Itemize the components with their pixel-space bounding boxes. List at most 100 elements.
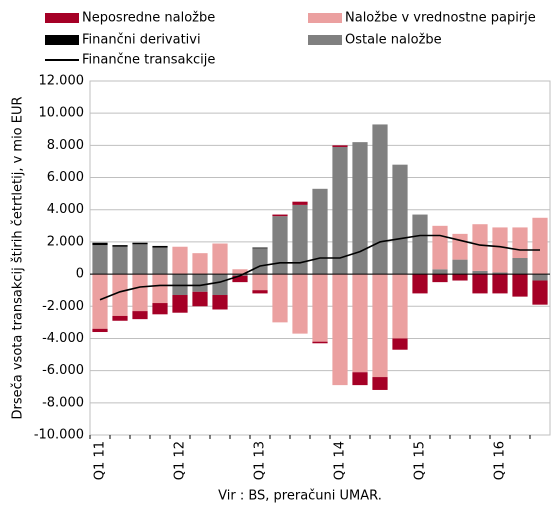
y-tick-label: -10.000 [34,428,84,443]
bar-segment [292,204,308,275]
bar-segment [252,248,268,275]
plot-frame [89,80,551,436]
bar-segment [252,274,268,291]
bar-segment [312,274,328,342]
bar-segment [112,315,128,321]
bar-segment [112,274,128,316]
legend-swatch [308,35,342,45]
bar-segment [312,341,328,344]
bar-segment [112,246,128,275]
bar-segment [232,275,248,283]
bar-segment [272,274,288,323]
bar-segment [232,269,248,275]
bar-segment [132,242,148,245]
legend-swatch [45,13,79,23]
bar-segment [532,280,548,305]
bar-segment [432,269,448,275]
bar-segment [512,274,528,297]
y-tick-label: 2.000 [47,234,84,249]
bar-segment [532,217,548,275]
bar-segment [132,274,148,312]
x-tick-label: Q1 15 [413,441,428,480]
bar-segment [352,142,368,275]
legend-label: Naložbe v vrednostne papirje [345,11,536,26]
legend-swatch [45,35,79,45]
bar-segment [472,274,488,294]
bar-segment [352,274,368,373]
y-tick-label: 6.000 [47,170,84,185]
legend-label: Ostale naložbe [345,33,442,48]
y-tick-label: 0 [76,267,84,282]
bar-segment [172,246,188,275]
bar-segment [172,274,188,296]
y-axis-label: Drseča vsota transakcij štirih četrtleti… [11,96,26,419]
bar-segment [392,164,408,275]
bar-segment [372,377,388,390]
bar-segment [112,245,128,247]
bar-segment [412,274,428,294]
bar-segment [212,274,228,296]
bar-segment [192,274,208,292]
bar-segment [152,274,168,304]
bar-segment [272,216,288,275]
source-note: Vir : BS, preračuni UMAR. [218,489,382,504]
bar-segment [132,244,148,275]
bar-segment [312,188,328,275]
bar-segment [252,290,268,294]
x-tick-label: Q1 14 [333,441,348,480]
bar-segment [272,214,288,217]
bar-segment [412,214,428,275]
bar-segment [432,274,448,283]
bar-segment [332,146,348,275]
y-tick-label: -4.000 [42,331,84,346]
bar-segment [212,295,228,310]
bar-segment [472,224,488,271]
bar-segment [392,274,408,339]
bar-segment [192,291,208,307]
x-tick-label: Q1 12 [173,441,188,480]
bar-segment [152,245,168,248]
bar-segment [132,311,148,320]
bar-segment [252,247,268,249]
bar-segment [212,243,228,275]
bar-segment [392,338,408,350]
bar-segment [532,274,548,281]
bar-segment [352,372,368,386]
legend-label: Neposredne naložbe [82,11,215,26]
bar-segment [332,274,348,386]
bar-segment [452,233,468,260]
y-tick-label: -6.000 [42,363,84,378]
bar-segment [92,328,108,333]
bar-segment [92,274,108,329]
y-tick-label: -8.000 [42,395,84,410]
bar-segment [492,227,508,273]
legend-label: Finančne transakcije [82,53,215,68]
line-series [99,234,540,301]
bar-segment [332,145,348,147]
x-tick-label: Q1 13 [253,441,268,480]
bar-segment [372,274,388,378]
bar-segment [432,225,448,270]
bar-segment [452,259,468,275]
bar-segment [292,274,308,334]
bar-segment [92,242,108,246]
y-tick-label: -2.000 [42,299,84,314]
bar-segment [512,258,528,275]
bar-segment [152,303,168,315]
legend-swatch [308,13,342,23]
bar-segment [292,201,308,205]
bar-segment [372,124,388,275]
bar-segment [492,272,508,275]
x-tick-label: Q1 11 [93,441,108,480]
y-tick-label: 8.000 [47,138,84,153]
bar-segment [492,274,508,294]
bar-segment [472,270,488,275]
bar-segment [512,227,528,258]
bar-segment [452,274,468,281]
bar-segment [172,295,188,313]
y-tick-label: 10.000 [39,106,85,121]
x-tick-label: Q1 16 [493,441,508,480]
y-tick-label: 4.000 [47,202,84,217]
bar-segment [92,245,108,275]
